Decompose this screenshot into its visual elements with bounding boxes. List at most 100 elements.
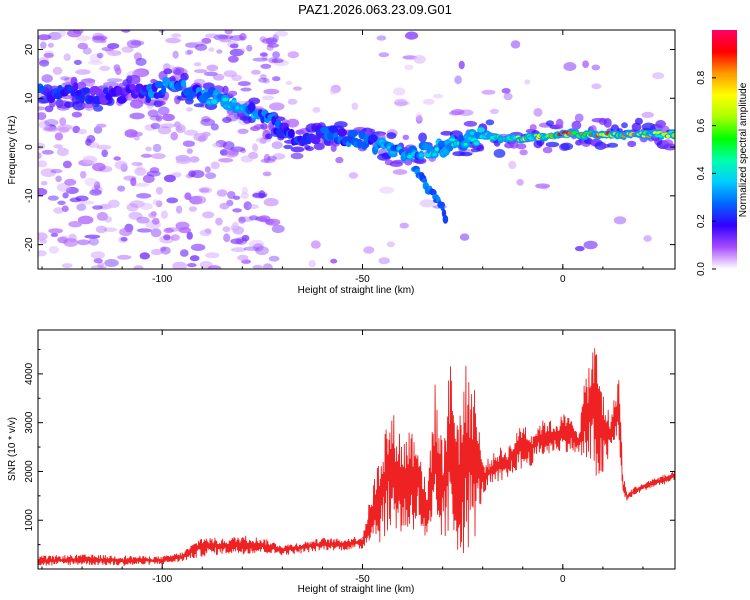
halo-blob	[93, 104, 104, 112]
ridge-core	[419, 153, 424, 158]
noise-blob	[379, 186, 395, 194]
noise-blob	[38, 106, 46, 111]
noise-blob	[641, 111, 654, 118]
noise-blob	[223, 233, 231, 243]
noise-blob	[238, 216, 246, 224]
ridge-outer	[458, 134, 465, 144]
halo-blob	[627, 140, 637, 148]
noise-blob	[330, 258, 338, 264]
noise-blob	[166, 197, 178, 204]
halo-blob	[440, 130, 453, 136]
colorbar: 0.0 0.2 0.4 0.6 0.8 Normalized spectral ampl…	[696, 30, 749, 276]
noise-blob	[265, 218, 281, 226]
noise-blob	[90, 265, 107, 269]
halo-blob	[519, 149, 528, 156]
colorbar-ticks: 0.0 0.2 0.4 0.6 0.8	[696, 70, 716, 276]
halo-blob	[555, 118, 564, 128]
halo-blob	[545, 120, 555, 127]
halo-blob	[265, 133, 273, 140]
noise-blob	[75, 69, 91, 75]
noise-blob	[508, 160, 517, 170]
noise-blob	[217, 34, 234, 40]
noise-blob	[48, 228, 63, 234]
halo-blob	[542, 146, 553, 154]
spectrogram-image	[38, 30, 675, 269]
x-tick-label: -100	[152, 574, 172, 585]
noise-blob	[261, 95, 275, 101]
noise-blob	[84, 78, 95, 87]
noise-blob	[613, 216, 627, 225]
noise-blob	[157, 126, 172, 135]
noise-blob	[147, 109, 159, 118]
noise-blob	[114, 160, 128, 170]
noise-blob	[92, 205, 103, 210]
halo-blob	[305, 146, 314, 152]
noise-blob	[190, 243, 206, 251]
noise-blob	[139, 252, 150, 260]
noise-blob	[160, 123, 176, 129]
ridge-outer	[154, 80, 164, 89]
noise-blob	[101, 149, 108, 158]
noise-blob	[148, 212, 157, 219]
noise-blob	[204, 228, 212, 234]
noise-blob	[63, 238, 79, 247]
noise-blob	[163, 234, 171, 241]
noise-blob	[238, 216, 254, 222]
noise-blob	[459, 233, 470, 241]
ridge-core	[449, 138, 456, 142]
noise-blob	[249, 239, 265, 248]
branch-blob	[442, 215, 449, 224]
y-tick-label: 2000	[24, 460, 35, 483]
noise-blob	[210, 265, 218, 269]
ridge-core	[443, 149, 449, 154]
noise-blob	[61, 205, 69, 212]
noise-blob	[43, 126, 59, 132]
noise-blob	[378, 52, 389, 58]
noise-blob	[77, 42, 89, 50]
ridge-outer	[326, 131, 336, 141]
noise-blob	[218, 158, 234, 163]
noise-blob	[335, 156, 344, 164]
noise-blob	[38, 232, 48, 241]
noise-blob	[308, 259, 316, 268]
ridge-core	[432, 152, 437, 157]
noise-blob	[392, 169, 408, 175]
noise-blob	[228, 55, 239, 63]
ridge-outer	[356, 138, 363, 149]
halo-blob	[63, 101, 75, 108]
noise-blob	[38, 112, 47, 121]
noise-blob	[40, 168, 56, 178]
noise-blob	[88, 142, 100, 148]
noise-blob	[432, 93, 444, 99]
noise-blob	[78, 128, 87, 135]
noise-blob	[252, 143, 259, 152]
noise-blob	[40, 41, 47, 49]
noise-blob	[216, 49, 223, 54]
noise-blob	[263, 77, 270, 84]
ridge-outer	[287, 128, 295, 139]
noise-blob	[230, 247, 247, 253]
noise-blob	[50, 168, 63, 174]
noise-blob	[38, 152, 42, 160]
y-tick-label: 3000	[24, 411, 35, 434]
noise-blob	[489, 108, 499, 115]
noise-blob	[172, 261, 187, 269]
noise-blob	[287, 98, 298, 105]
noise-blob	[56, 147, 69, 157]
noise-blob	[61, 263, 73, 269]
noise-blob	[107, 78, 123, 83]
snr-series-line	[38, 348, 675, 566]
noise-blob	[222, 141, 235, 150]
noise-blob	[113, 156, 121, 161]
noise-blob	[481, 89, 496, 95]
noise-blob	[583, 240, 598, 250]
noise-blob	[204, 71, 218, 77]
noise-blob	[252, 57, 269, 62]
noise-blob	[68, 221, 83, 228]
noise-blob	[163, 227, 174, 234]
noise-blob	[152, 143, 162, 153]
snr-y-label: SNR (10 * v/v)	[7, 417, 18, 481]
noise-blob	[96, 123, 107, 128]
noise-blob	[40, 180, 48, 186]
